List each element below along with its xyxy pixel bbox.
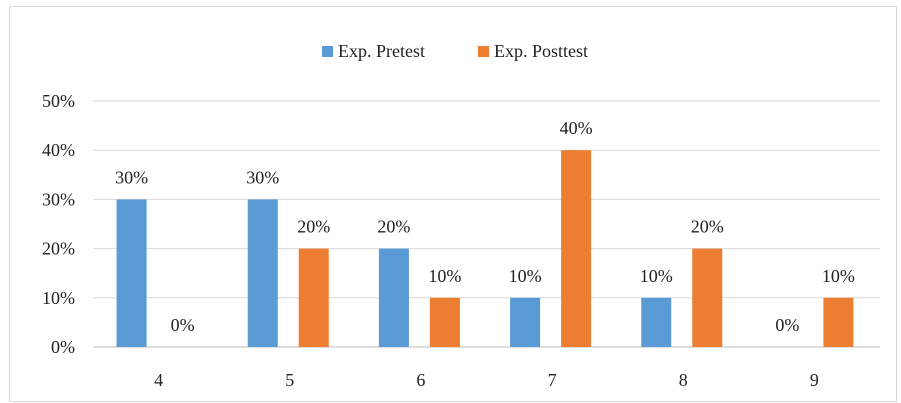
data-label: 10% [822,266,855,286]
data-label: 0% [775,315,799,335]
x-tick-label: 9 [810,370,819,390]
bar [429,297,460,347]
legend-label: Exp. Pretest [338,41,425,61]
data-label: 30% [246,167,279,187]
data-label: 10% [509,266,542,286]
data-labels: 30% 0% 30% 20% 20% 10% 10% 40% 10% 20% 0% 10% [115,118,855,335]
data-label: 0% [171,315,195,335]
y-tick-label: 0% [51,337,75,357]
data-label: 20% [377,217,410,237]
x-tick-label: 7 [548,370,557,390]
gridlines [93,100,880,348]
x-tick-label: 8 [679,370,688,390]
legend-swatch [478,46,489,57]
bar [692,248,723,347]
x-axis: 4 5 6 7 8 9 [154,370,819,390]
bar [510,297,541,347]
data-label: 30% [115,167,148,187]
y-tick-label: 50% [42,91,75,111]
data-label: 10% [640,266,673,286]
y-tick-label: 10% [42,288,75,308]
bars [116,150,854,347]
bar [823,297,854,347]
legend-swatch [322,46,333,57]
bar [247,199,278,347]
bar [116,199,147,347]
x-tick-label: 6 [416,370,425,390]
bar [641,297,672,347]
data-label: 20% [297,217,330,237]
y-tick-label: 40% [42,140,75,160]
y-tick-label: 20% [42,239,75,259]
y-tick-label: 30% [42,189,75,209]
bar [378,248,409,347]
bar [561,150,592,347]
data-label: 40% [560,118,593,138]
bar [298,248,329,347]
data-label: 10% [428,266,461,286]
x-tick-label: 5 [285,370,294,390]
data-label: 20% [691,217,724,237]
legend: Exp. Pretest Exp. Posttest [322,41,588,61]
x-tick-label: 4 [154,370,163,390]
y-axis: 0% 10% 20% 30% 40% 50% [42,91,75,357]
legend-label: Exp. Posttest [494,41,588,61]
